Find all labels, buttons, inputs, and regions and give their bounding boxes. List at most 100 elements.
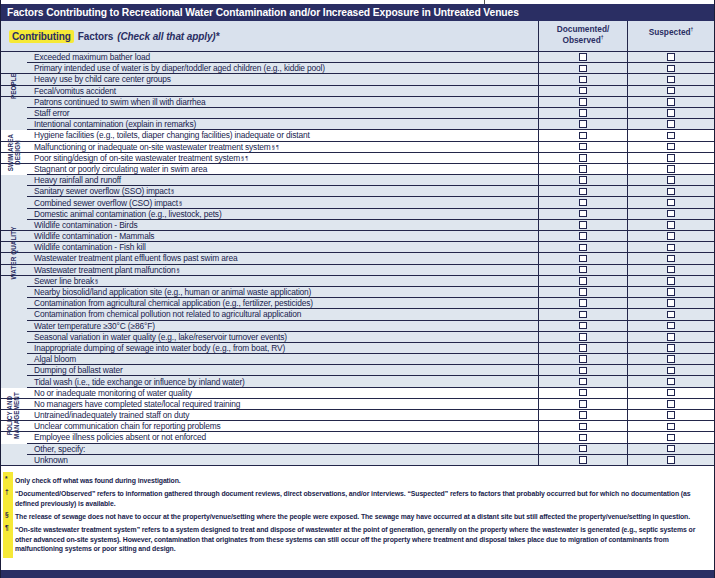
checkbox-suspected[interactable] [667,389,675,397]
checkbox-documented[interactable] [579,434,587,442]
checkbox-suspected-cell [627,298,714,309]
checkbox-documented[interactable] [579,244,587,252]
checkbox-suspected[interactable] [667,299,675,307]
checkbox-documented[interactable] [579,277,587,285]
checkbox-suspected[interactable] [667,120,675,128]
factor-label: Malfunctioning or inadequate on-site was… [27,142,538,153]
factor-row: Domestic animal contamination (e.g., liv… [1,209,714,220]
checkbox-suspected[interactable] [667,277,675,285]
contributing-highlight: Contributing [9,30,74,43]
checkbox-suspected[interactable] [667,255,675,263]
checkbox-documented[interactable] [579,311,587,319]
checkbox-suspected[interactable] [667,244,675,252]
checkbox-suspected[interactable] [667,456,675,464]
checkbox-documented[interactable] [579,87,587,95]
checkbox-documented[interactable] [579,143,587,151]
checkbox-documented[interactable] [579,456,587,464]
checkbox-suspected[interactable] [667,65,675,73]
checkbox-documented[interactable] [579,378,587,386]
checkbox-documented[interactable] [579,65,587,73]
checkbox-documented[interactable] [579,266,587,274]
checkbox-documented[interactable] [579,411,587,419]
factor-label: Patrons continued to swim when ill with … [27,97,538,108]
checkbox-documented-cell [538,97,627,108]
checkbox-documented-cell [538,119,627,130]
checkbox-documented[interactable] [579,400,587,408]
factor-label: Fecal/vomitus accident [27,86,538,97]
checkbox-documented[interactable] [579,344,587,352]
checkbox-suspected-cell [627,197,714,208]
factor-row: Inappropriate dumping of sewage into wat… [1,343,714,354]
checkbox-suspected[interactable] [667,434,675,442]
checkbox-documented[interactable] [579,199,587,207]
checkbox-suspected[interactable] [667,221,675,229]
checkbox-suspected[interactable] [667,188,675,196]
factor-label: No managers have completed state/local r… [27,399,538,410]
checkbox-suspected[interactable] [667,98,675,106]
checkbox-documented[interactable] [579,445,587,453]
checkbox-documented[interactable] [579,389,587,397]
checkbox-suspected[interactable] [667,423,675,431]
factor-label: Dumping of ballast water [27,365,538,376]
checkbox-documented[interactable] [579,176,587,184]
checkbox-documented[interactable] [579,98,587,106]
checkbox-documented[interactable] [579,188,587,196]
checkbox-documented[interactable] [579,120,587,128]
checkbox-suspected[interactable] [667,232,675,240]
checkbox-documented[interactable] [579,109,587,117]
checkbox-suspected[interactable] [667,367,675,375]
checkbox-documented[interactable] [579,232,587,240]
checkbox-suspected[interactable] [667,87,675,95]
checkbox-suspected[interactable] [667,109,675,117]
checkbox-documented[interactable] [579,76,587,84]
checkbox-documented[interactable] [579,53,587,61]
checkbox-suspected[interactable] [667,288,675,296]
factor-label: Heavy rainfall and runoff [27,175,538,186]
checkbox-suspected[interactable] [667,199,675,207]
checkbox-documented[interactable] [579,355,587,363]
checkbox-suspected[interactable] [667,176,675,184]
checkbox-documented[interactable] [579,221,587,229]
checkbox-documented-cell [538,130,627,141]
checkbox-suspected[interactable] [667,266,675,274]
checkbox-suspected-cell [627,220,714,231]
checkbox-suspected[interactable] [667,210,675,218]
checkbox-documented-cell [538,455,627,466]
factor-label: Inappropriate dumping of sewage into wat… [27,343,538,354]
checkbox-documented[interactable] [579,423,587,431]
factor-row: Tidal wash (i.e., tide exchange or influ… [1,376,714,387]
checkbox-suspected[interactable] [667,154,675,162]
checkbox-documented-cell [538,74,627,85]
checkbox-documented[interactable] [579,299,587,307]
checkbox-documented[interactable] [579,367,587,375]
factor-row: Algal bloom [1,354,714,365]
checkbox-suspected[interactable] [667,378,675,386]
factor-row: Sewer line break § [1,276,714,287]
checkbox-documented[interactable] [579,210,587,218]
checkbox-documented[interactable] [579,322,587,330]
checkbox-documented[interactable] [579,154,587,162]
checkbox-suspected[interactable] [667,165,675,173]
checkbox-suspected[interactable] [667,132,675,140]
checkbox-suspected[interactable] [667,76,675,84]
checkbox-suspected[interactable] [667,143,675,151]
checkbox-suspected[interactable] [667,411,675,419]
checkbox-documented[interactable] [579,165,587,173]
group-gutter [1,332,27,343]
checkbox-suspected[interactable] [667,53,675,61]
checkbox-suspected[interactable] [667,333,675,341]
checkbox-suspected-cell [627,321,714,332]
checkbox-documented[interactable] [579,255,587,263]
checkbox-suspected[interactable] [667,355,675,363]
checkbox-documented[interactable] [579,288,587,296]
checkbox-suspected[interactable] [667,400,675,408]
dagger-mark: † [691,26,694,32]
checkbox-suspected[interactable] [667,344,675,352]
checkbox-suspected[interactable] [667,322,675,330]
checkbox-documented[interactable] [579,132,587,140]
group-gutter [1,354,27,365]
checkbox-documented[interactable] [579,333,587,341]
checkbox-suspected[interactable] [667,445,675,453]
factor-row: Malfunctioning or inadequate on-site was… [1,142,714,153]
checkbox-suspected[interactable] [667,311,675,319]
